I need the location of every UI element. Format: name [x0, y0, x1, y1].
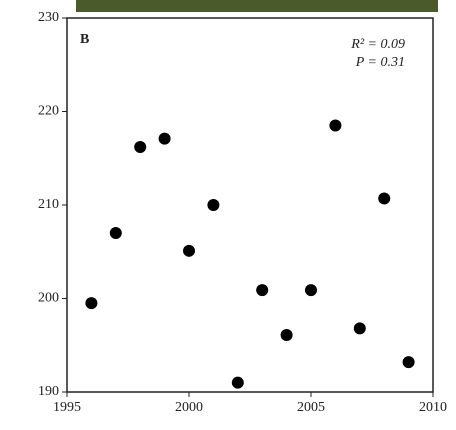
- photo-strip: [76, 0, 438, 12]
- point: [256, 284, 269, 297]
- point: [183, 244, 195, 257]
- y-tick-label: 190: [38, 384, 59, 399]
- x-tick-label: 2010: [419, 400, 447, 415]
- point: [280, 328, 293, 341]
- x-tick-label: 2000: [175, 400, 203, 415]
- y-tick-label: 220: [38, 104, 59, 119]
- p-value: P = 0.31: [355, 55, 405, 70]
- y-tick-label: 230: [38, 10, 59, 25]
- panel-label: B: [80, 32, 89, 47]
- point: [378, 192, 391, 205]
- point: [158, 132, 171, 145]
- point: [305, 284, 317, 297]
- point: [231, 376, 244, 389]
- x-tick-label: 2005: [297, 400, 325, 415]
- r-squared: R² = 0.09: [350, 37, 405, 52]
- point: [207, 199, 220, 211]
- plot-frame: [66, 17, 434, 393]
- point: [134, 141, 147, 154]
- point: [85, 297, 98, 310]
- point: [353, 322, 366, 335]
- point: [329, 119, 342, 132]
- point: [402, 356, 415, 369]
- x-tick-label: 1995: [53, 400, 81, 415]
- y-tick-label: 210: [38, 197, 59, 212]
- point: [109, 227, 122, 240]
- y-tick-label: 200: [38, 291, 59, 306]
